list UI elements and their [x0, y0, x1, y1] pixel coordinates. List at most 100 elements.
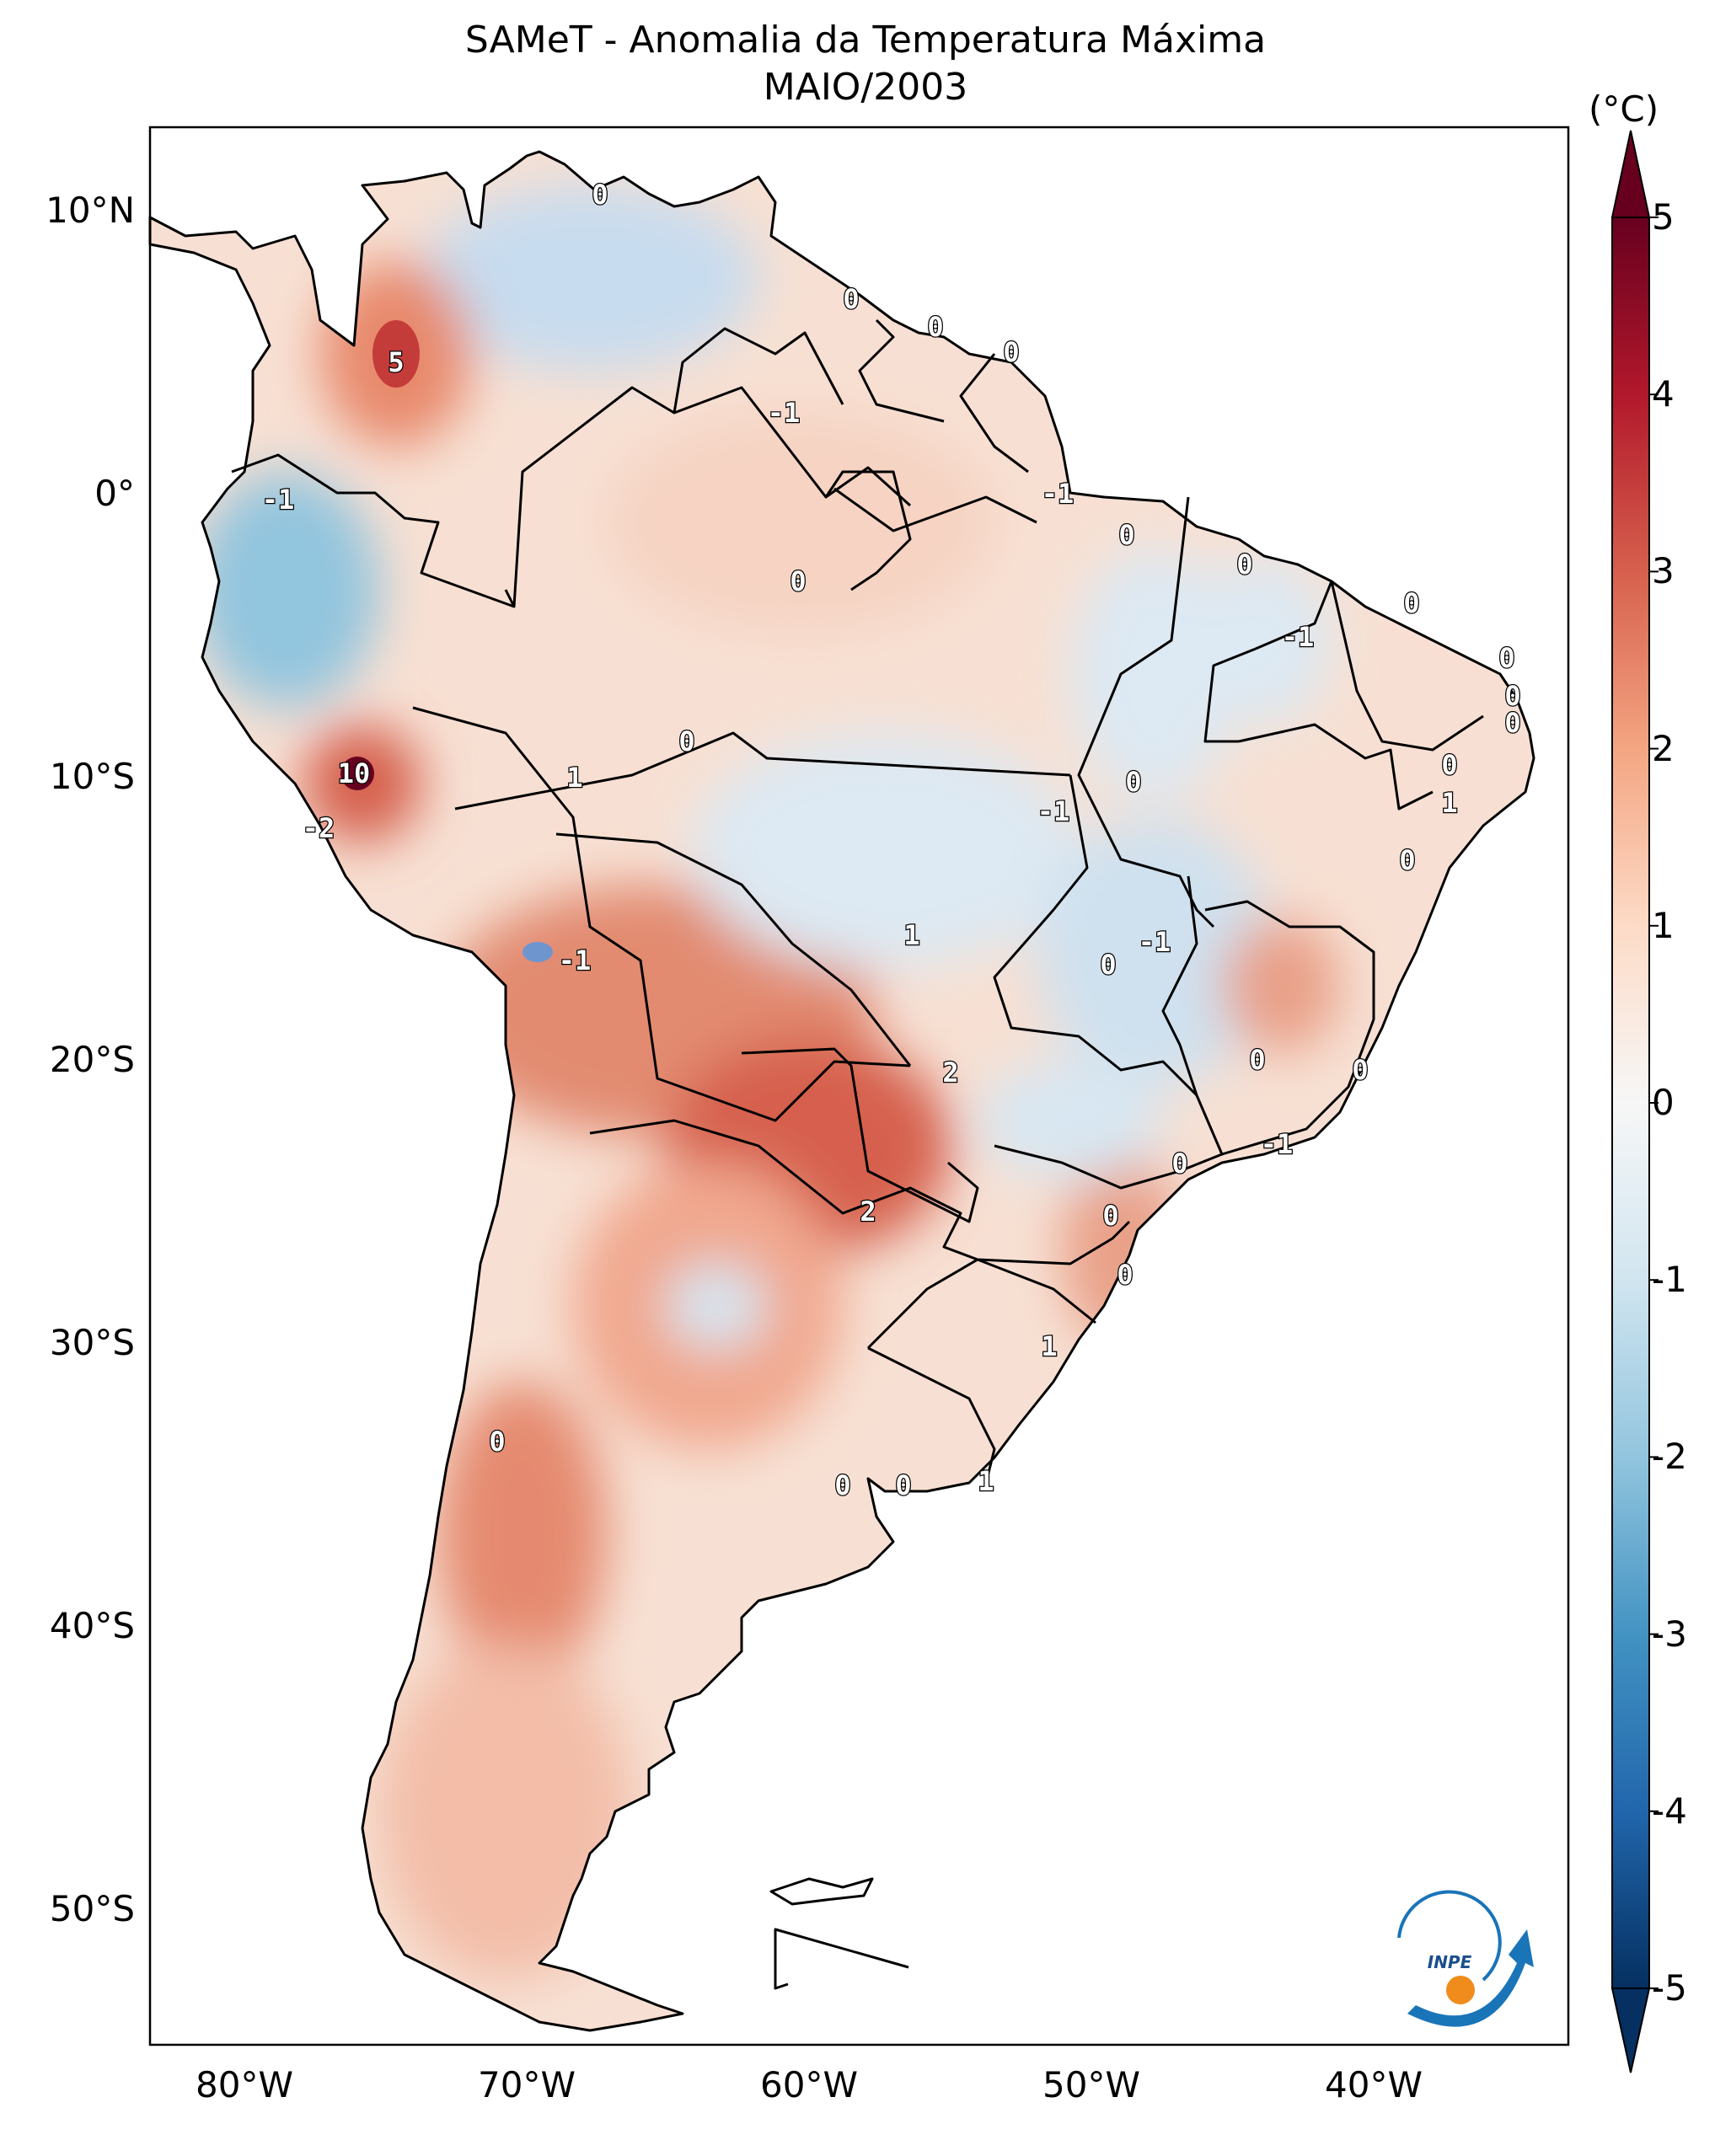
border-minas — [1204, 900, 1375, 1156]
border-tocantins — [1077, 496, 1215, 928]
border-bolivia-brazil — [555, 832, 912, 1067]
contour-label: 0 — [843, 283, 859, 315]
contour-label: 0 — [1117, 1259, 1133, 1291]
border-goias-ms — [993, 774, 1198, 1097]
contour-label: -1 — [768, 397, 801, 429]
contour-label: 1 — [566, 762, 582, 794]
blob-ecuador — [194, 472, 379, 708]
lat-tick-label: 30°S — [49, 1322, 135, 1363]
map-title: SAMeT - Anomalia da Temperatura Máxima — [464, 19, 1267, 62]
logo-orbit — [1397, 1890, 1502, 1982]
contour-label: -1 — [1042, 478, 1075, 510]
blob-sao-paulo — [978, 1062, 1163, 1180]
border-french-guiana — [959, 353, 1029, 473]
contour-label: 2 — [942, 1057, 958, 1089]
contour-label: 0 — [1504, 680, 1520, 712]
anomaly-field — [150, 152, 1534, 2030]
blob-maranhao — [1197, 556, 1332, 725]
border-piaui-ceara — [1330, 580, 1484, 752]
border-maranhao-piaui — [1203, 580, 1333, 743]
border-colombia-ecuador-peru — [231, 453, 516, 608]
contour-label: -1 — [1261, 1128, 1294, 1160]
logo-text: INPE — [1428, 1952, 1472, 1972]
anomaly-blobs — [194, 185, 1340, 1980]
lon-tick-label: 40°W — [1325, 2064, 1423, 2105]
contour-label: -1 — [1037, 795, 1070, 827]
logo-sun — [1446, 1976, 1475, 2004]
contour-label: 0 — [1171, 1148, 1187, 1180]
colorbar-tick-label: -4 — [1652, 1790, 1687, 1832]
border-venezuela-brazil — [673, 327, 844, 414]
lat-tick-label: 20°S — [49, 1039, 135, 1080]
border-suriname — [858, 318, 945, 423]
lon-tick-label: 80°W — [196, 2064, 293, 2105]
contour-label: 0 — [1236, 548, 1252, 580]
contour-label: 0 — [1249, 1044, 1265, 1076]
lon-tick-label: 70°W — [478, 2064, 576, 2105]
blob-argentina-blue — [666, 1264, 767, 1348]
border-bahia — [1238, 723, 1434, 811]
lat-tick-label: 10°S — [49, 756, 135, 797]
contour-label: 1 — [1441, 787, 1457, 819]
contour-label: 2 — [860, 1196, 876, 1228]
border-uruguay-rs — [866, 1258, 1096, 1350]
colorbar-tick-label: -2 — [1652, 1436, 1687, 1478]
tierra-del-fuego — [774, 1928, 909, 1990]
contour-label: 0 — [1118, 519, 1134, 551]
blob-amazonas — [607, 413, 994, 632]
border-peru-bolivia — [412, 706, 911, 1122]
lake-titicaca — [523, 942, 553, 962]
lat-tick-label: 0° — [94, 473, 135, 514]
border-sp — [994, 1094, 1224, 1190]
logo-swoosh — [1407, 1929, 1534, 2027]
contour-label: 10 — [338, 757, 371, 789]
contour-label: 0 — [790, 565, 806, 597]
border-parana-sc — [977, 1220, 1131, 1265]
border-argentina-north — [589, 1119, 978, 1261]
colorbar-tick-label: -1 — [1652, 1259, 1687, 1301]
hotspot-peru — [340, 757, 374, 790]
lat-tick-label: 50°S — [49, 1888, 135, 1929]
border-paraguay — [741, 1047, 979, 1223]
lat-tick-label: 40°S — [49, 1605, 135, 1646]
border-goias-mg — [1161, 875, 1198, 1096]
colorbar-tick-label: 0 — [1652, 1082, 1675, 1123]
contour-label: 0 — [1504, 707, 1520, 739]
colorbar-unit: (°C) — [1589, 88, 1659, 130]
lat-tick-label: 10°N — [46, 190, 135, 231]
contour-label: 0 — [1403, 587, 1419, 619]
contour-label: -1 — [1139, 926, 1171, 958]
blob-venezuela — [421, 185, 758, 371]
contour-label: 0 — [1441, 749, 1457, 781]
contour-label: 0 — [1125, 766, 1141, 798]
contour-label: 0 — [1100, 949, 1116, 981]
map-subtitle: MAIO/2003 — [763, 66, 968, 109]
colorbar-max-extend — [1610, 130, 1651, 218]
border-uruguay-argentina — [867, 1346, 996, 1484]
blob-chile-central — [438, 1382, 607, 1685]
contour-label: 0 — [1399, 844, 1415, 876]
border-para — [833, 487, 1037, 532]
colorbar-tick-label: 4 — [1652, 373, 1675, 415]
contour-label: 1 — [1041, 1330, 1057, 1362]
contour-label: -1 — [262, 484, 295, 516]
contour-label: -1 — [1282, 621, 1315, 653]
blob-goias — [1037, 817, 1273, 1087]
colorbar-tick-marks — [1649, 217, 1659, 1989]
contour-label: -1 — [559, 944, 592, 976]
contour-label: -2 — [303, 812, 335, 844]
colorbar-tick-label: 2 — [1652, 727, 1675, 769]
colorbar-tick-label: 1 — [1652, 904, 1675, 946]
contour-label: 0 — [1102, 1200, 1118, 1232]
colorbar-tick-label: -5 — [1652, 1967, 1687, 2009]
contour-label: 0 — [1498, 642, 1514, 674]
contour-label: 0 — [834, 1469, 850, 1501]
falklands — [769, 1877, 874, 1906]
contour-label: 1 — [978, 1465, 994, 1497]
colorbar — [1610, 130, 1659, 2073]
contour-label: 0 — [489, 1426, 505, 1458]
colorbar-body — [1611, 217, 1650, 1989]
contour-label: 0 — [1352, 1054, 1368, 1086]
contour-label: 1 — [903, 919, 919, 951]
